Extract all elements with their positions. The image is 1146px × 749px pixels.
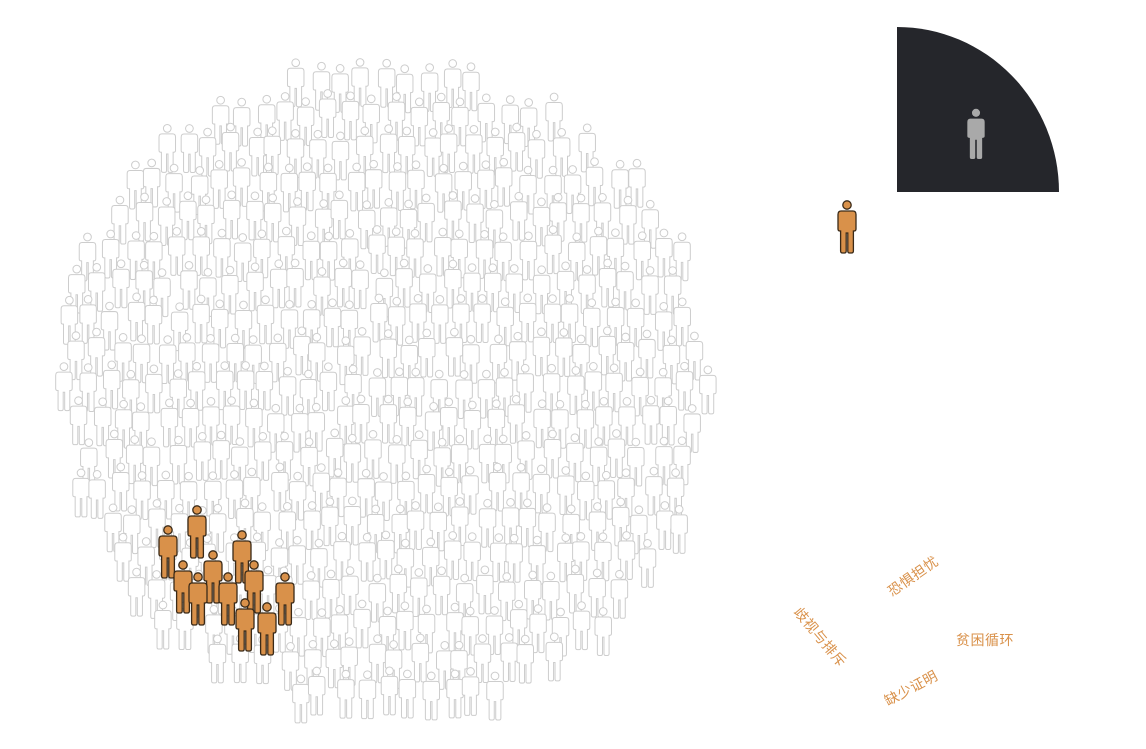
person-outline-icon [673,232,691,282]
person-outline-icon [126,160,145,210]
person-outline-icon [462,62,480,112]
person-outline-icon [465,124,483,174]
person-outline-icon [111,195,129,245]
person-outline-icon [683,404,701,453]
person-outline-icon [486,671,504,721]
person-outline-icon [398,669,417,719]
person-outline-icon [180,124,199,174]
person-outline-icon [518,293,537,343]
person-outline-icon [463,532,481,582]
label-poverty-cycle: 贫困循环 [956,633,1014,649]
crowd-group [55,58,717,724]
person-outline-icon [374,472,393,521]
person-outline-icon [538,503,556,553]
person-outline-icon [476,565,494,615]
person-icon [837,200,857,254]
person-outline-icon [699,365,717,415]
person-outline-icon [618,397,636,446]
person-outline-icon [302,231,320,281]
person-outline-icon [343,496,362,546]
person-outline-icon [180,260,198,310]
person-outline-icon [377,58,396,108]
person-outline-icon [351,58,369,107]
person-outline-icon [145,364,163,414]
person-outline-icon [286,58,305,108]
